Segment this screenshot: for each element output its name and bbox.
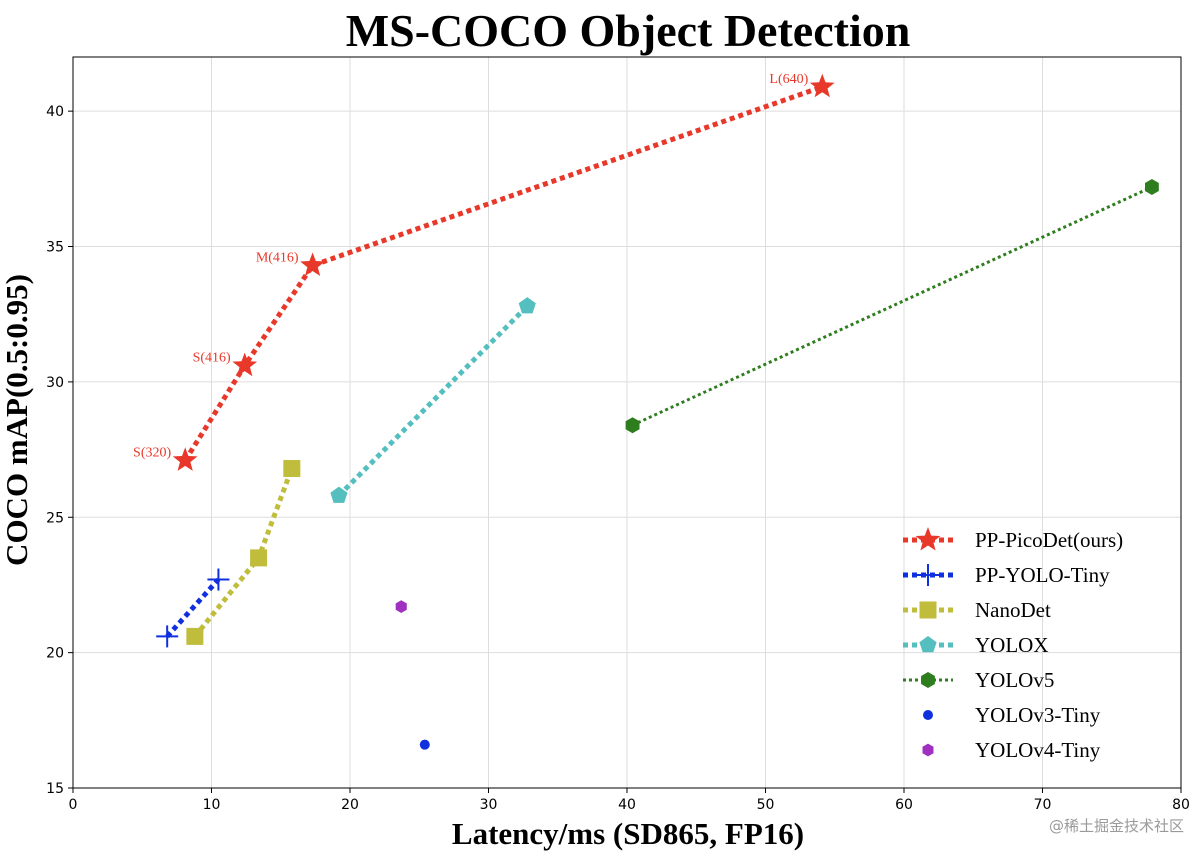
legend-marker	[917, 564, 939, 586]
data-point	[172, 447, 198, 471]
data-point	[232, 352, 258, 377]
series-line	[165, 577, 221, 639]
legend-label: NanoDet	[975, 598, 1051, 622]
data-point	[300, 252, 325, 276]
series-line	[183, 84, 824, 462]
x-tick-label: 30	[480, 797, 498, 813]
series-yolov5	[625, 179, 1159, 434]
data-point	[1145, 179, 1159, 195]
y-axis-label: COCO mAP(0.5:0.95)	[0, 274, 34, 566]
data-point	[283, 460, 301, 478]
y-tick-label: 15	[46, 781, 64, 797]
legend-marker	[922, 743, 934, 757]
point-label: M(416)	[256, 250, 299, 265]
data-point	[156, 625, 179, 648]
y-tick-label: 25	[46, 510, 64, 526]
series-yolov4-tiny	[395, 600, 407, 613]
data-point	[207, 568, 230, 591]
data-point	[625, 417, 640, 434]
series-yolov3-tiny	[419, 739, 430, 750]
series-line	[631, 185, 1153, 427]
series-line	[337, 304, 530, 498]
y-tick-label: 40	[46, 104, 64, 120]
series-line	[192, 467, 295, 638]
x-tick-label: 70	[1034, 797, 1052, 813]
legend-label: YOLOv3-Tiny	[975, 703, 1101, 727]
legend-entry: YOLOv5	[903, 668, 1054, 692]
legend-label: PP-YOLO-Tiny	[975, 563, 1110, 587]
data-point	[419, 739, 430, 750]
data-point	[809, 73, 835, 98]
data-point	[518, 297, 536, 314]
data-point	[186, 627, 204, 645]
legend-label: YOLOX	[975, 633, 1049, 657]
y-tick-label: 20	[46, 646, 64, 662]
legend-entry: PP-PicoDet(ours)	[903, 527, 1123, 552]
series-pp-yolo-tiny	[156, 568, 230, 648]
legend-entry: YOLOX	[903, 633, 1049, 657]
legend-entry: NanoDet	[903, 598, 1051, 622]
x-tick-label: 40	[618, 797, 636, 813]
data-point	[250, 549, 268, 567]
legend-entry: YOLOv4-Tiny	[922, 738, 1101, 762]
data-point	[395, 600, 407, 613]
watermark-text: @稀土掘金技术社区	[1049, 817, 1184, 835]
legend-label: YOLOv5	[975, 668, 1054, 692]
x-tick-label: 10	[203, 797, 221, 813]
legend: PP-PicoDet(ours) PP-YOLO-Tiny NanoDet YOLOX…	[903, 527, 1123, 762]
series-layer: S(320) S(416) M(416) L(640)	[133, 72, 1159, 750]
series-yolox	[330, 297, 536, 503]
x-axis-label: Latency/ms (SD865, FP16)	[452, 816, 804, 851]
chart-title: MS-COCO Object Detection	[346, 5, 911, 56]
y-tick-label: 30	[46, 375, 64, 391]
x-tick-label: 50	[757, 797, 775, 813]
x-tick-label: 60	[895, 797, 913, 813]
legend-label: YOLOv4-Tiny	[975, 738, 1101, 762]
y-tick-label: 35	[46, 240, 64, 256]
data-point	[330, 486, 348, 503]
axis-ticks: 0 10 20 30 40 50 60 70 80 15 20 25 30 35 40	[46, 104, 1190, 813]
legend-entry: YOLOv3-Tiny	[923, 703, 1101, 727]
x-tick-label: 0	[69, 797, 78, 813]
legend-marker	[915, 527, 941, 551]
legend-label: PP-PicoDet(ours)	[975, 528, 1123, 552]
point-label: S(416)	[193, 351, 231, 366]
series-pp-picodet-ours: S(320) S(416) M(416) L(640)	[133, 72, 835, 471]
series-nanodet	[186, 460, 301, 645]
x-tick-label: 20	[341, 797, 359, 813]
x-tick-label: 80	[1172, 797, 1190, 813]
legend-marker	[919, 601, 937, 619]
legend-entry: PP-YOLO-Tiny	[903, 563, 1110, 587]
legend-marker	[921, 672, 935, 688]
point-label: S(320)	[133, 445, 171, 460]
legend-marker	[923, 710, 933, 720]
legend-marker	[919, 636, 937, 653]
point-label: L(640)	[769, 72, 808, 87]
